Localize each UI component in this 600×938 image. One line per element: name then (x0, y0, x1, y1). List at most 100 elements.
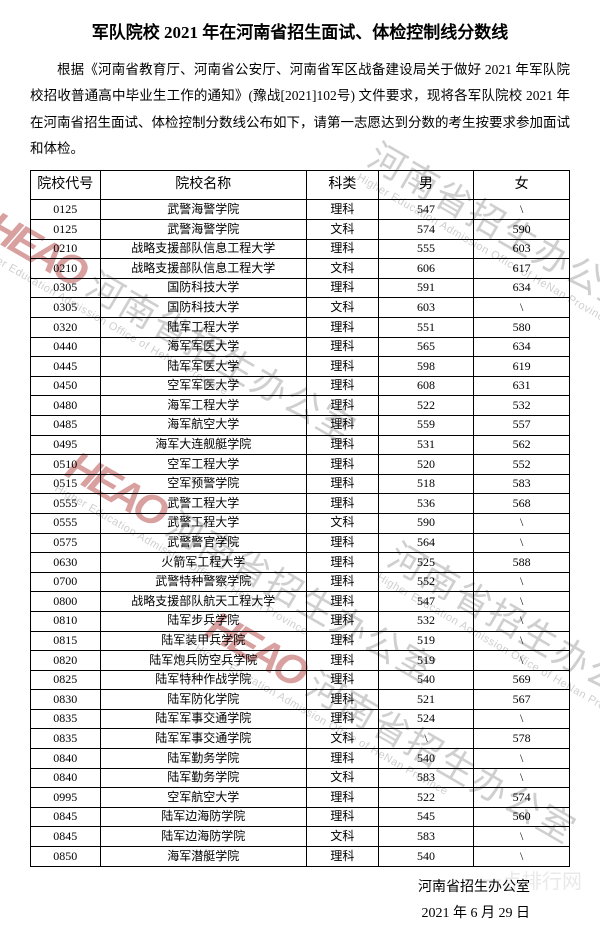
cell-name: 武警特种警察学院 (100, 572, 306, 592)
signature-date: 2021 年 6 月 29 日 (30, 901, 530, 928)
cell-female: \ (474, 847, 570, 867)
table-row: 0555武警工程大学文科590\ (31, 513, 570, 533)
cell-subject: 理科 (307, 651, 379, 671)
cell-name: 海军军医大学 (100, 337, 306, 357)
cell-female: 580 (474, 318, 570, 338)
cell-subject: 理科 (307, 318, 379, 338)
cell-male: 606 (378, 259, 474, 279)
cell-female: 552 (474, 455, 570, 475)
cell-code: 0515 (31, 474, 101, 494)
cell-female: \ (474, 513, 570, 533)
cell-name: 陆军工程大学 (100, 318, 306, 338)
cell-male: 547 (378, 200, 474, 220)
cell-male: 598 (378, 357, 474, 377)
table-row: 0320陆军工程大学理科551580 (31, 318, 570, 338)
cell-code: 0810 (31, 611, 101, 631)
cell-female: 634 (474, 337, 570, 357)
cell-subject: 理科 (307, 357, 379, 377)
cell-subject: 理科 (307, 415, 379, 435)
table-row: 0125武警海警学院文科574590 (31, 220, 570, 240)
cell-name: 战略支援部队信息工程大学 (100, 259, 306, 279)
table-row: 0305国防科技大学理科591634 (31, 278, 570, 298)
cell-code: 0700 (31, 572, 101, 592)
cell-name: 陆军装甲兵学院 (100, 631, 306, 651)
cell-subject: 文科 (307, 220, 379, 240)
cell-male: 540 (378, 749, 474, 769)
cell-subject: 理科 (307, 494, 379, 514)
cell-code: 0125 (31, 200, 101, 220)
cell-code: 0995 (31, 788, 101, 808)
cell-code: 0450 (31, 376, 101, 396)
cell-name: 陆军特种作战学院 (100, 670, 306, 690)
cell-code: 0445 (31, 357, 101, 377)
cell-subject: 理科 (307, 200, 379, 220)
cell-code: 0835 (31, 709, 101, 729)
cell-female: \ (474, 298, 570, 318)
cell-code: 0845 (31, 827, 101, 847)
table-row: 0830陆军防化学院理科521567 (31, 690, 570, 710)
cell-female: \ (474, 749, 570, 769)
th-name: 院校名称 (100, 171, 306, 200)
cell-female: 603 (474, 239, 570, 259)
table-row: 0995空军航空大学理科522574 (31, 788, 570, 808)
cell-name: 武警工程大学 (100, 494, 306, 514)
cell-female: \ (474, 611, 570, 631)
cell-subject: 理科 (307, 239, 379, 259)
cell-female: 569 (474, 670, 570, 690)
cell-code: 0555 (31, 494, 101, 514)
cell-name: 空军军医大学 (100, 376, 306, 396)
cell-code: 0630 (31, 553, 101, 573)
cell-subject: 理科 (307, 611, 379, 631)
cell-subject: 文科 (307, 768, 379, 788)
cell-code: 0825 (31, 670, 101, 690)
cell-name: 武警警官学院 (100, 533, 306, 553)
cell-name: 海军大连舰艇学院 (100, 435, 306, 455)
cell-female: 562 (474, 435, 570, 455)
table-row: 0835陆军军事交通学院理科524\ (31, 709, 570, 729)
cell-female: 617 (474, 259, 570, 279)
cell-code: 0495 (31, 435, 101, 455)
cell-female: \ (474, 533, 570, 553)
cell-male: 590 (378, 513, 474, 533)
cell-code: 0210 (31, 259, 101, 279)
cell-male: 583 (378, 827, 474, 847)
cell-code: 0830 (31, 690, 101, 710)
cell-male: 519 (378, 651, 474, 671)
th-code: 院校代号 (31, 171, 101, 200)
cell-female: \ (474, 827, 570, 847)
cell-code: 0820 (31, 651, 101, 671)
cell-female: \ (474, 631, 570, 651)
cell-name: 武警工程大学 (100, 513, 306, 533)
cell-code: 0210 (31, 239, 101, 259)
cell-male: 540 (378, 847, 474, 867)
cell-name: 空军航空大学 (100, 788, 306, 808)
cell-male: 555 (378, 239, 474, 259)
cell-male: \ (378, 729, 474, 749)
cell-female: 578 (474, 729, 570, 749)
cell-code: 0480 (31, 396, 101, 416)
cell-name: 陆军防化学院 (100, 690, 306, 710)
signature-block: 河南省招生办公室 2021 年 6 月 29 日 (30, 875, 570, 928)
cell-code: 0575 (31, 533, 101, 553)
cell-subject: 理科 (307, 690, 379, 710)
table-row: 0125武警海警学院理科547\ (31, 200, 570, 220)
cell-male: 519 (378, 631, 474, 651)
cell-male: 552 (378, 572, 474, 592)
table-row: 0845陆军边海防学院文科583\ (31, 827, 570, 847)
cell-name: 陆军边海防学院 (100, 827, 306, 847)
cell-female: 560 (474, 807, 570, 827)
cell-subject: 理科 (307, 474, 379, 494)
cell-subject: 理科 (307, 847, 379, 867)
cell-code: 0485 (31, 415, 101, 435)
cell-code: 0800 (31, 592, 101, 612)
cell-subject: 理科 (307, 435, 379, 455)
table-row: 0575武警警官学院理科564\ (31, 533, 570, 553)
table-row: 0510空军工程大学理科520552 (31, 455, 570, 475)
intro-paragraph: 根据《河南省教育厅、河南省公安厅、河南省军区战备建设局关于做好 2021 年军队… (30, 57, 570, 162)
page-title: 军队院校 2021 年在河南省招生面试、体检控制线分数线 (30, 18, 570, 43)
cell-male: 521 (378, 690, 474, 710)
cell-code: 0840 (31, 768, 101, 788)
cell-code: 0305 (31, 278, 101, 298)
cell-male: 574 (378, 220, 474, 240)
score-table: 院校代号 院校名称 科类 男 女 0125武警海警学院理科547\0125武警海… (30, 170, 570, 866)
